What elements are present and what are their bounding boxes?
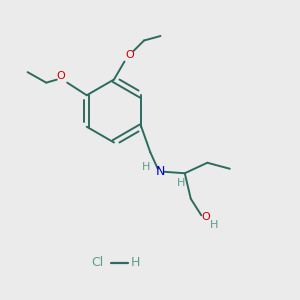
Text: H: H (210, 220, 218, 230)
Text: O: O (125, 50, 134, 60)
Text: O: O (56, 71, 65, 81)
Text: H: H (142, 162, 151, 172)
Text: Cl: Cl (92, 256, 104, 269)
Text: H: H (130, 256, 140, 269)
Text: O: O (201, 212, 210, 222)
Text: H: H (177, 178, 185, 188)
Text: N: N (155, 165, 165, 178)
